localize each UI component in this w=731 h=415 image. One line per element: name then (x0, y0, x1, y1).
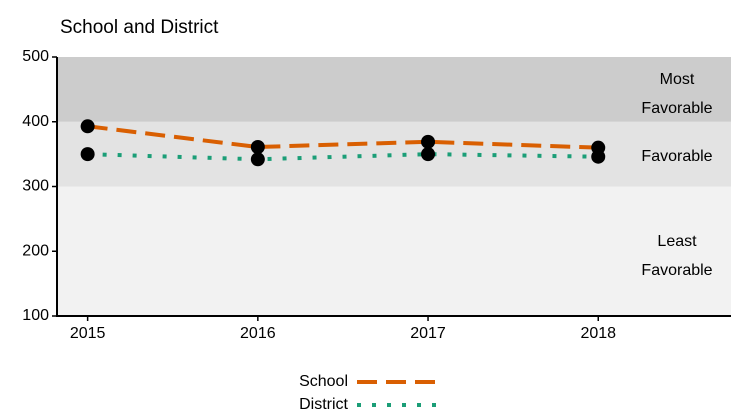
x-tick-label: 2015 (70, 325, 106, 342)
legend-label: School (299, 373, 348, 390)
y-tick-label: 400 (22, 113, 49, 130)
band-label: Most Favorable (641, 71, 712, 117)
point (80, 119, 95, 134)
y-tick-label: 300 (22, 178, 49, 195)
point (80, 147, 95, 162)
legend-label: District (299, 396, 348, 413)
x-tick-label: 2017 (410, 325, 446, 342)
y-tick-label: 500 (22, 48, 49, 65)
x-tick-label: 2016 (240, 325, 276, 342)
point (250, 152, 265, 167)
band-label: Favorable (641, 148, 712, 165)
y-tick-label: 200 (22, 242, 49, 259)
band (57, 57, 731, 122)
x-tick-label: 2018 (580, 325, 616, 342)
series-line (87, 152, 599, 162)
chart-title: School and District (60, 17, 219, 38)
point (421, 134, 436, 149)
band-label: Least Favorable (641, 233, 712, 279)
y-tick-label: 100 (22, 307, 49, 324)
point (591, 149, 606, 164)
point (421, 147, 436, 162)
band (57, 186, 731, 316)
point (250, 140, 265, 155)
band (57, 121, 731, 187)
